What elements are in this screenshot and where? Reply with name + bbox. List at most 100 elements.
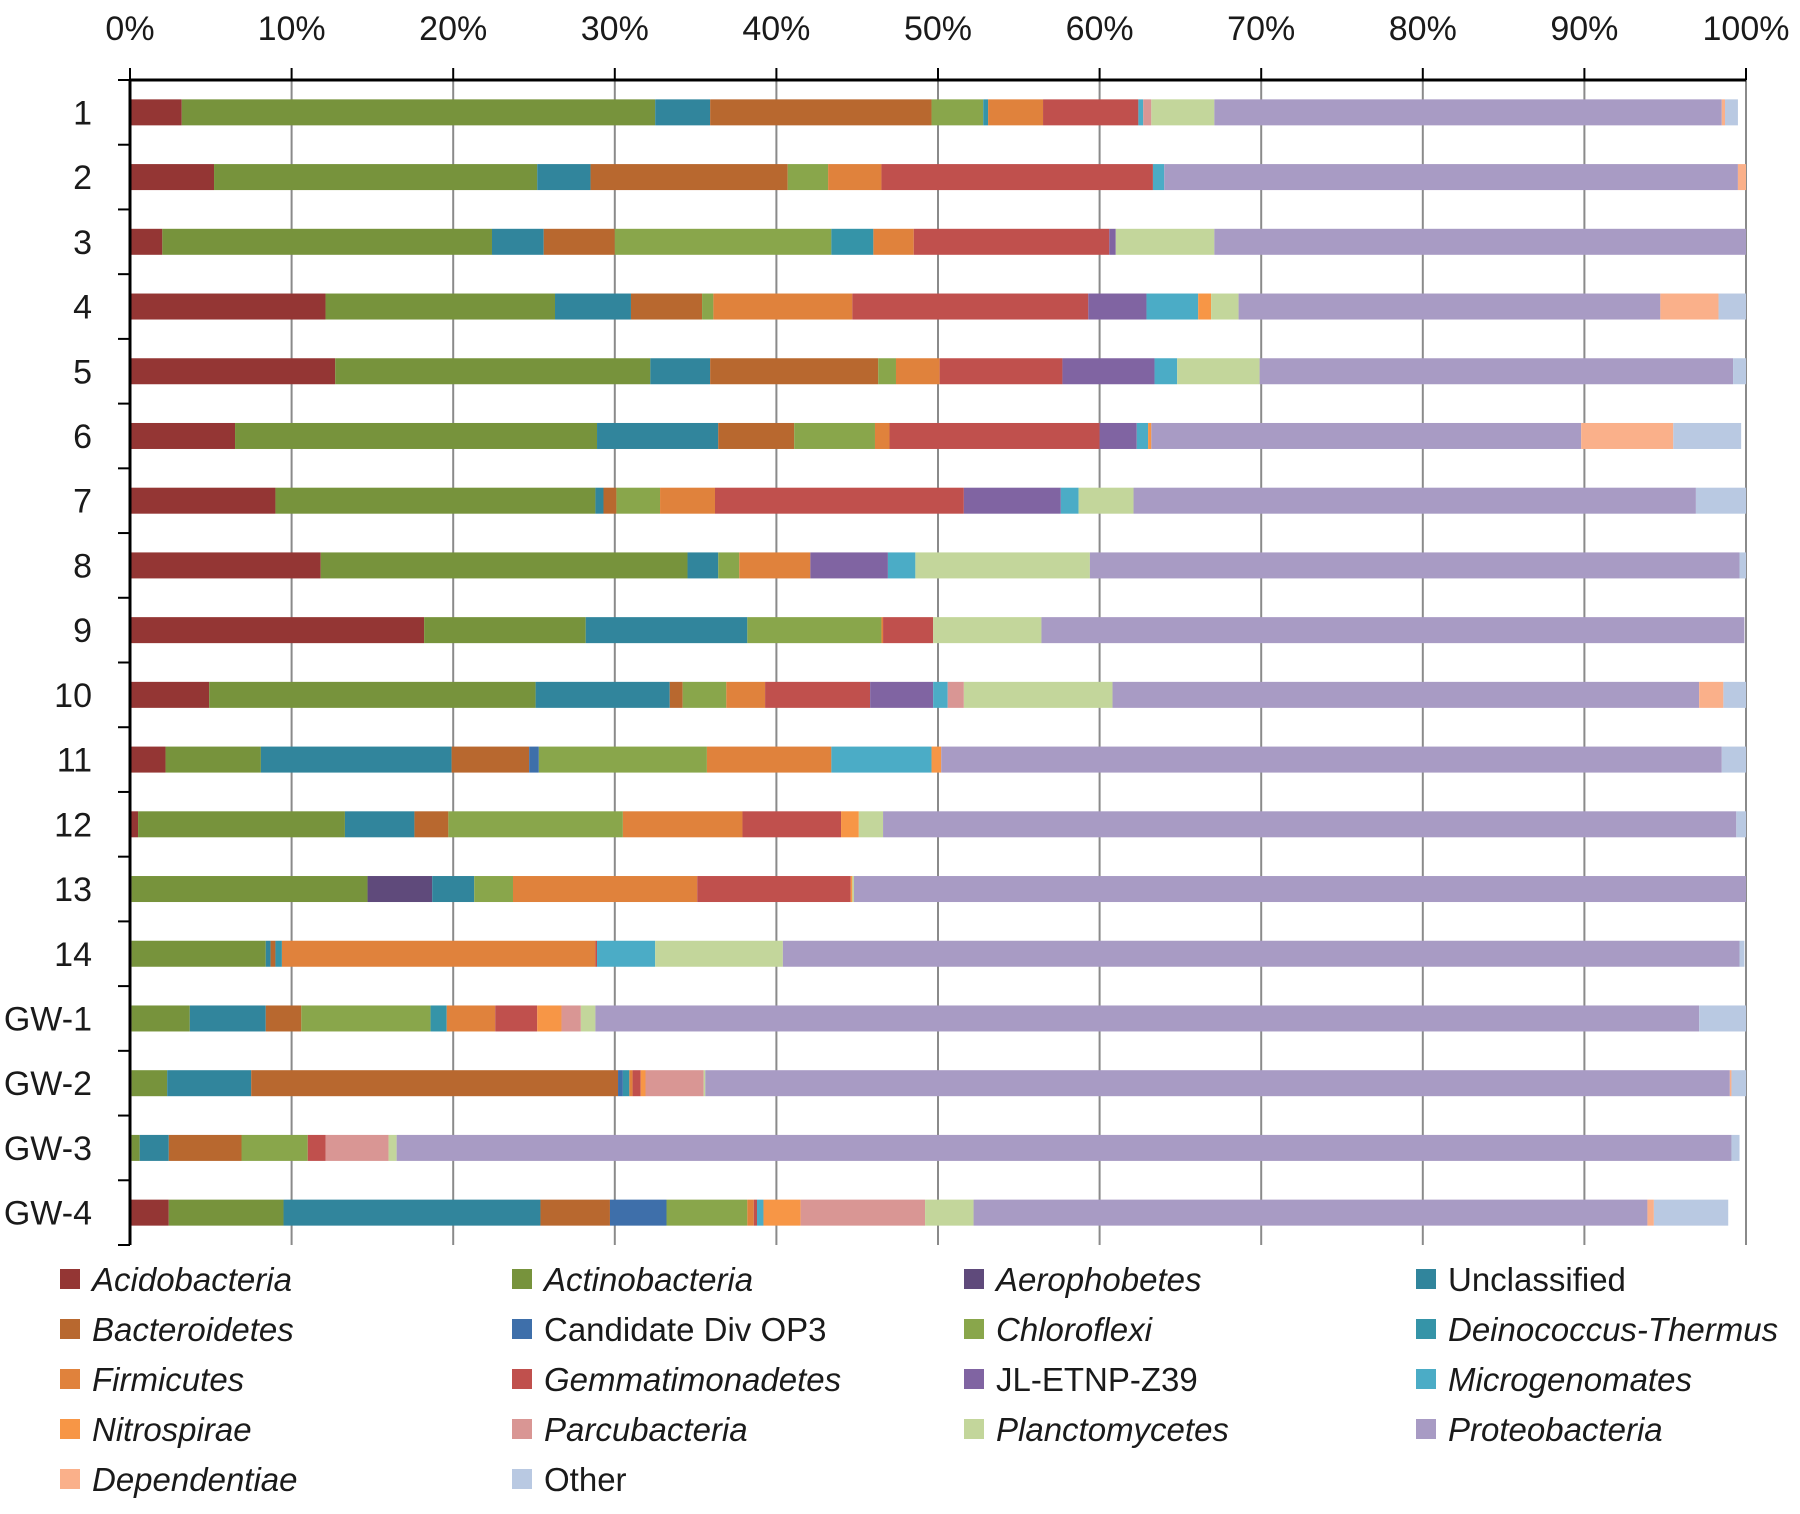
x-tick-label: 40%	[742, 10, 810, 48]
legend-label: Aerophobetes	[994, 1261, 1202, 1298]
legend-label: Firmicutes	[92, 1361, 244, 1398]
bar-segment	[726, 681, 766, 708]
gridlines	[290, 80, 1747, 1245]
bar-segment	[1154, 358, 1178, 385]
legend-label: Other	[544, 1461, 627, 1498]
bar-segment	[650, 358, 711, 385]
bar-segment	[666, 1199, 748, 1226]
bar-segment	[474, 876, 513, 903]
legend-label: Acidobacteria	[90, 1261, 292, 1298]
bar-segment	[1136, 422, 1149, 449]
legend-label: JL-ETNP-Z39	[996, 1361, 1198, 1398]
bar-segment	[718, 552, 740, 579]
bar-segment	[1089, 552, 1740, 579]
x-tick-label: 80%	[1389, 10, 1457, 48]
axes	[118, 68, 1747, 1246]
bar-segment	[831, 228, 874, 255]
bar-segment	[367, 876, 433, 903]
legend-label: Actinobacteria	[542, 1261, 753, 1298]
category-label: 1	[73, 94, 92, 132]
category-label: 6	[73, 418, 92, 456]
legend: Acidobacteria Actinobacteria Aerophobetes U…	[60, 1261, 1778, 1498]
bar-segment	[1718, 293, 1746, 320]
bar-segment	[1138, 99, 1144, 126]
x-tick-label: 90%	[1550, 10, 1618, 48]
bar-segment	[753, 1199, 758, 1226]
bar-segment	[747, 1199, 754, 1226]
legend-label: Deinococcus-Thermus	[1448, 1311, 1778, 1348]
bar-segment	[874, 422, 890, 449]
bar-segment	[597, 940, 656, 967]
bar-segment	[1731, 1070, 1746, 1097]
bar-segment	[130, 164, 215, 191]
legend-label: Microgenomates	[1448, 1361, 1692, 1398]
bar-segment	[622, 1070, 630, 1097]
bar-segment	[1133, 487, 1696, 514]
bar-segment	[1198, 293, 1212, 320]
legend-swatch	[60, 1319, 80, 1339]
bar-segment	[1721, 746, 1746, 773]
bar-segment	[895, 358, 940, 385]
bar-segment	[181, 99, 656, 126]
bar-segment	[703, 1070, 706, 1097]
bar-segment	[831, 746, 932, 773]
bar-segment	[618, 1070, 623, 1097]
bar-segment	[275, 940, 282, 967]
bar-segment	[870, 681, 934, 708]
bar-segment	[841, 811, 859, 838]
legend-swatch	[1416, 1419, 1436, 1439]
bar-segment	[887, 552, 916, 579]
bar-segment	[130, 1199, 169, 1226]
category-label: 2	[73, 159, 92, 197]
bar-segment	[889, 422, 1100, 449]
bar-segment	[718, 422, 795, 449]
bar-segment	[168, 1134, 242, 1161]
legend-label: Proteobacteria	[1448, 1411, 1663, 1448]
bar-segment	[595, 940, 598, 967]
bar-segment	[165, 746, 261, 773]
bar-segment	[939, 358, 1063, 385]
bar-segment	[335, 358, 651, 385]
bar-segment	[765, 681, 871, 708]
bar-segment	[537, 164, 591, 191]
category-label: 13	[54, 871, 92, 909]
category-label: GW-2	[4, 1065, 92, 1103]
category-label: 7	[73, 483, 92, 521]
bar-segment	[189, 1005, 266, 1032]
category-label: 9	[73, 612, 92, 650]
x-tick-labels: 0% 10% 20% 30% 40% 50% 60% 70% 80% 90% 100%	[105, 10, 1789, 48]
bar-segment	[682, 681, 727, 708]
bar-segment	[1699, 1005, 1746, 1032]
bar-segment	[451, 746, 530, 773]
bar-segment	[1729, 1070, 1732, 1097]
bar-segment	[301, 1005, 431, 1032]
legend-label: Chloroflexi	[996, 1311, 1154, 1348]
legend-label: Planctomycetes	[996, 1411, 1229, 1448]
bar-segment	[1099, 422, 1137, 449]
category-label: GW-1	[4, 1000, 92, 1038]
bar-segment	[590, 164, 788, 191]
bar-segment	[130, 681, 210, 708]
bar-segment	[1673, 422, 1742, 449]
legend-swatch	[512, 1269, 532, 1289]
bar-segment	[130, 617, 425, 644]
bar-segment	[537, 1005, 562, 1032]
bar-segment	[669, 681, 683, 708]
legend-swatch	[60, 1469, 80, 1489]
bar-segment	[1060, 487, 1079, 514]
bar-segment	[1214, 228, 1746, 255]
bar-segment	[787, 164, 829, 191]
bar-segment	[963, 681, 1113, 708]
bar-segment	[1143, 99, 1152, 126]
x-tick-label: 100%	[1703, 10, 1790, 48]
x-tick-label: 0%	[105, 10, 154, 48]
bar-segment	[414, 811, 449, 838]
bar-segment	[963, 487, 1061, 514]
bar-segment	[828, 164, 882, 191]
bar-segment	[1214, 99, 1722, 126]
bar-segment	[595, 1005, 1700, 1032]
bar-segment	[540, 1199, 610, 1226]
bar-segment	[853, 876, 1746, 903]
bar-segment	[424, 617, 586, 644]
